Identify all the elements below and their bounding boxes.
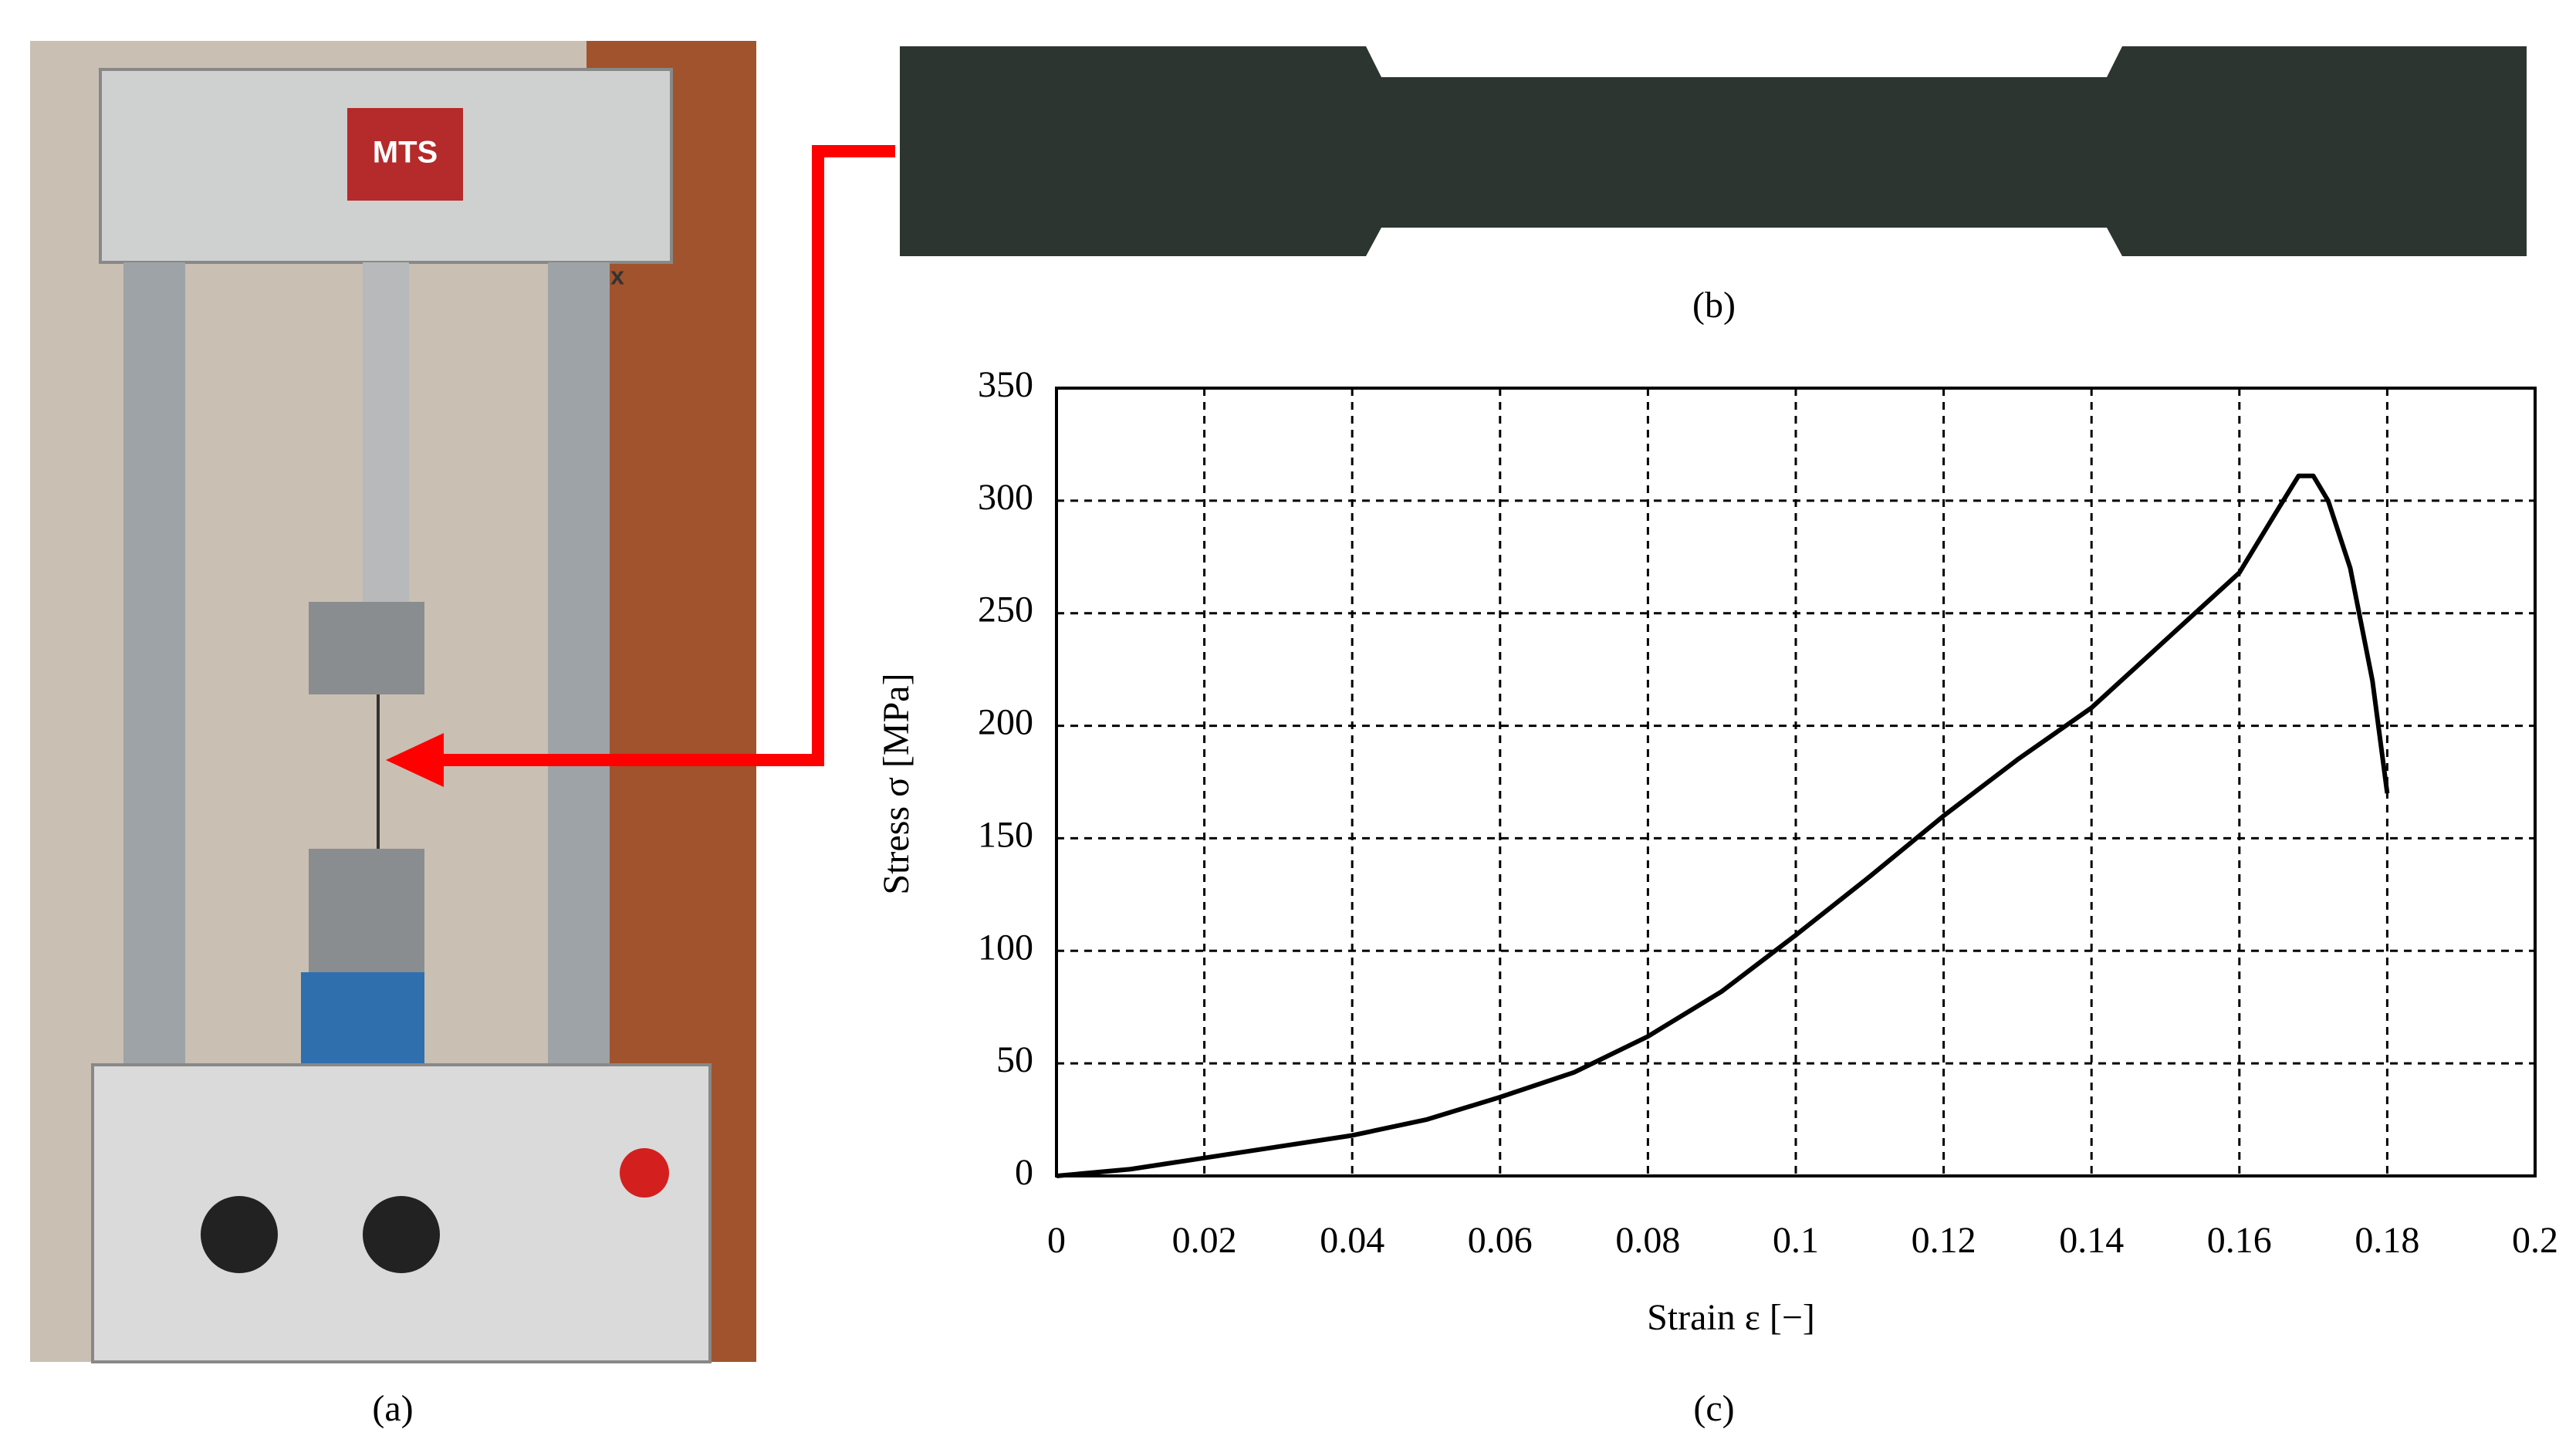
gauge (363, 1196, 440, 1273)
y-axis-title: Stress σ [MPa] (876, 673, 917, 894)
plot-frame (1055, 387, 2537, 1177)
arrow (432, 145, 895, 766)
y-tick-label: 0 (1015, 1152, 1033, 1193)
gauge (201, 1196, 278, 1273)
x-tick-label: 0.1 (1773, 1220, 1819, 1261)
y-tick-label: 300 (978, 477, 1033, 518)
column (123, 262, 185, 1080)
y-tick-label: 250 (978, 590, 1033, 630)
upper-grip (309, 602, 424, 694)
y-tick-label: 100 (978, 927, 1033, 968)
specimen-photo (900, 46, 2527, 256)
lower-grip (309, 849, 424, 972)
actuator (363, 262, 409, 617)
x-tick-label: 0.04 (1320, 1220, 1384, 1261)
machine-photo: MTS Bionix (30, 41, 756, 1363)
x-tick-label: 0.18 (2355, 1220, 2419, 1261)
x-tick-label: 0 (1047, 1220, 1066, 1261)
y-tick-label: 150 (978, 814, 1033, 855)
arrow-head (386, 733, 444, 787)
x-tick-label: 0.08 (1615, 1220, 1680, 1261)
brand-text: MTS (373, 136, 438, 170)
column (548, 262, 610, 1080)
y-tick-label: 350 (978, 364, 1033, 405)
x-axis-title: Strain ε [−] (1647, 1297, 1815, 1338)
x-tick-label: 0.14 (2059, 1220, 2124, 1261)
load-cell (301, 972, 424, 1065)
stop-button (620, 1148, 669, 1198)
caption: (c) (1693, 1388, 1734, 1429)
x-tick-label: 0.16 (2207, 1220, 2272, 1261)
logo-plate (347, 108, 463, 201)
x-tick-label: 0.2 (2512, 1220, 2558, 1261)
caption: (a) (372, 1388, 413, 1429)
caption: (b) (1692, 285, 1736, 326)
x-tick-label: 0.02 (1172, 1220, 1237, 1261)
x-tick-label: 0.12 (1912, 1220, 1976, 1261)
x-tick-label: 0.06 (1468, 1220, 1533, 1261)
y-tick-label: 50 (996, 1039, 1033, 1080)
data-line (1056, 473, 2390, 1178)
y-tick-label: 200 (978, 702, 1033, 743)
